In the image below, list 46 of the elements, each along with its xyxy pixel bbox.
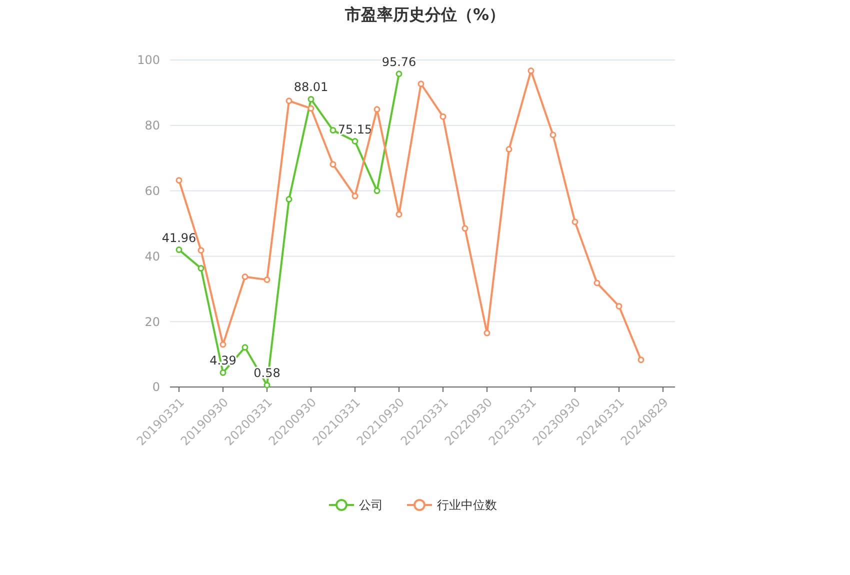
point (330, 161, 336, 168)
point (352, 138, 358, 145)
point (374, 106, 380, 113)
point (308, 96, 314, 102)
y-tick-label: 80 (144, 118, 160, 133)
point (440, 113, 446, 120)
data-label: 95.76 (382, 54, 416, 69)
point (286, 196, 292, 203)
point (264, 382, 270, 388)
point (506, 146, 512, 153)
point (220, 369, 226, 376)
point (396, 70, 402, 78)
point (616, 302, 622, 310)
y-tick-label: 40 (144, 249, 160, 264)
point (352, 192, 358, 200)
point (396, 211, 402, 218)
point (264, 276, 270, 283)
point (638, 356, 644, 364)
legend-label: 行业中位数 (437, 498, 497, 512)
y-tick-label: 60 (144, 184, 160, 198)
point (594, 280, 600, 286)
point (242, 344, 248, 351)
y-tick-label: 100 (137, 53, 160, 68)
data-label: 41.96 (162, 230, 196, 245)
data-label: 75.15 (338, 122, 372, 136)
chart-title: 市盈率历史分位（%） (344, 5, 506, 24)
point (286, 98, 292, 104)
data-label: 88.01 (294, 80, 328, 94)
point (308, 105, 314, 112)
point (550, 132, 556, 138)
point (242, 274, 248, 280)
point (330, 127, 336, 134)
point (176, 177, 182, 184)
point (374, 188, 380, 194)
point (220, 341, 226, 348)
point (198, 265, 204, 272)
point (484, 330, 490, 336)
point (572, 218, 578, 226)
y-tick-label: 20 (144, 314, 160, 329)
point (462, 225, 468, 232)
y-tick-label: 0 (152, 380, 160, 394)
point (176, 246, 182, 254)
legend-label: 公司 (359, 498, 383, 512)
point (418, 80, 424, 88)
point (528, 68, 534, 74)
point (198, 247, 204, 254)
